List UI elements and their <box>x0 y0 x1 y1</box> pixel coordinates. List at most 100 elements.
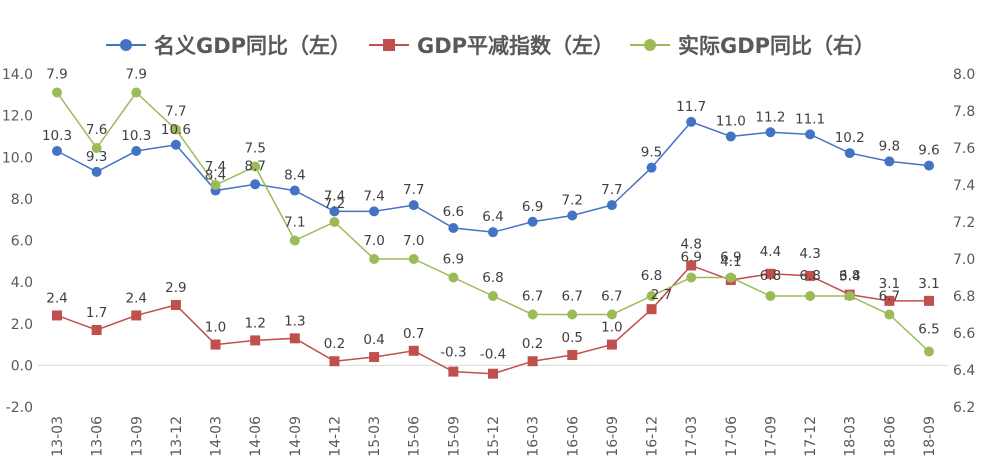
data-point <box>844 148 855 159</box>
data-point <box>805 129 816 140</box>
data-label: 4.4 <box>760 244 781 260</box>
data-point <box>131 310 142 321</box>
data-point <box>606 309 617 320</box>
data-point <box>606 200 617 211</box>
right-axis-tick: 6.6 <box>953 326 975 342</box>
data-label: 1.2 <box>244 315 265 331</box>
data-label: 1.3 <box>284 313 305 329</box>
right-axis-tick: 7.6 <box>953 141 975 157</box>
left-axis-tick: 4.0 <box>11 275 33 291</box>
legend-marker <box>644 39 656 51</box>
data-point <box>289 185 300 196</box>
x-axis-tick: 15-03 <box>367 416 383 457</box>
data-labels: 10.39.310.3 10.68.48.78.47.4 7.4 7.76.6 6.46… <box>42 67 940 363</box>
x-axis-tick: 15-06 <box>407 416 423 457</box>
data-label: 0.5 <box>562 330 583 346</box>
data-label: 4.1 <box>720 254 741 270</box>
left-axis-tick: 14.0 <box>2 67 33 83</box>
x-axis-tick: 17-12 <box>803 416 819 457</box>
data-point <box>250 179 261 190</box>
data-label: 7.1 <box>284 215 305 231</box>
right-axis-tick: 8.0 <box>953 67 975 83</box>
data-point <box>884 156 895 167</box>
data-label: 7.0 <box>363 233 384 249</box>
axes: -2.0 0.0 2.0 4.0 6.0 8.0 10.0 12.0 14.0 6.2 6.4 6.6… <box>2 67 976 457</box>
data-point <box>567 309 578 320</box>
data-point <box>606 339 617 350</box>
legend-marker <box>383 39 395 51</box>
data-point <box>369 254 380 264</box>
legend-item-1: 名义GDP同比（左） <box>106 34 351 58</box>
data-label: 9.6 <box>918 143 939 159</box>
data-label: 1.0 <box>205 320 226 336</box>
x-axis-tick: 13-12 <box>169 416 185 457</box>
data-point <box>250 335 261 346</box>
x-axis-tick: 14-09 <box>288 416 304 457</box>
data-point <box>725 272 736 283</box>
x-axis-tick: 15-09 <box>446 416 462 457</box>
data-point <box>408 254 419 264</box>
right-axis-tick: 6.2 <box>953 400 975 416</box>
data-label: 2.9 <box>165 280 186 296</box>
data-label: 3.4 <box>839 269 860 285</box>
data-label: 10.2 <box>835 130 865 146</box>
data-label: 6.9 <box>443 252 464 268</box>
data-point <box>686 116 697 127</box>
data-label: 0.2 <box>324 336 345 352</box>
data-point <box>369 352 380 363</box>
data-label: 6.9 <box>720 250 741 266</box>
legend-item-3: 实际GDP同比（右） <box>630 34 875 58</box>
data-label: 11.2 <box>755 109 785 125</box>
data-label: 10.6 <box>161 122 191 138</box>
data-point <box>329 356 340 367</box>
data-label: 6.6 <box>443 204 464 220</box>
data-label: 6.8 <box>839 268 860 284</box>
data-point <box>289 235 300 246</box>
x-axis-tick: 13-06 <box>90 416 106 457</box>
left-axis-tick: 10.0 <box>2 150 33 166</box>
legend-marker <box>120 39 132 51</box>
data-label: 2.4 <box>46 290 67 306</box>
legend-item-2: GDP平减指数（左） <box>369 34 614 58</box>
data-point <box>91 143 102 153</box>
data-label: 3.1 <box>879 276 900 292</box>
data-point <box>527 216 538 227</box>
data-label: 7.7 <box>403 182 424 198</box>
data-point <box>765 291 776 301</box>
data-label: 0.7 <box>403 326 424 342</box>
data-label: 6.7 <box>879 289 900 305</box>
data-label: 2.7 <box>651 287 672 303</box>
data-label: 0.2 <box>522 336 543 352</box>
data-point <box>369 206 380 217</box>
data-label: 6.5 <box>918 322 939 338</box>
data-point <box>725 131 736 142</box>
data-label: 7.7 <box>165 104 186 120</box>
right-axis-tick: 7.8 <box>953 104 975 120</box>
x-axis-tick: 14-12 <box>327 416 343 457</box>
data-point <box>646 291 657 301</box>
data-label: 7.6 <box>86 122 107 138</box>
data-point <box>884 309 895 320</box>
data-point <box>488 291 498 301</box>
data-point <box>488 368 498 379</box>
data-label: 7.7 <box>601 182 622 198</box>
data-label: 9.8 <box>879 138 900 154</box>
data-label: 7.2 <box>562 193 583 209</box>
data-point <box>170 124 181 135</box>
right-axis-tick: 6.8 <box>953 289 975 305</box>
data-label: 3.1 <box>918 276 939 292</box>
x-axis-tick: 18-03 <box>843 416 859 457</box>
data-point <box>527 356 538 367</box>
left-axis-tick: 6.0 <box>11 234 33 250</box>
data-point <box>686 272 697 283</box>
right-axis-tick: 7.2 <box>953 215 975 231</box>
data-label: 6.8 <box>760 268 781 284</box>
data-point <box>408 345 419 356</box>
data-point <box>844 291 855 301</box>
series-lines <box>52 87 934 379</box>
data-label: 6.7 <box>522 289 543 305</box>
data-point <box>765 127 776 138</box>
x-axis-tick: 18-06 <box>882 416 898 457</box>
data-point <box>329 206 340 217</box>
